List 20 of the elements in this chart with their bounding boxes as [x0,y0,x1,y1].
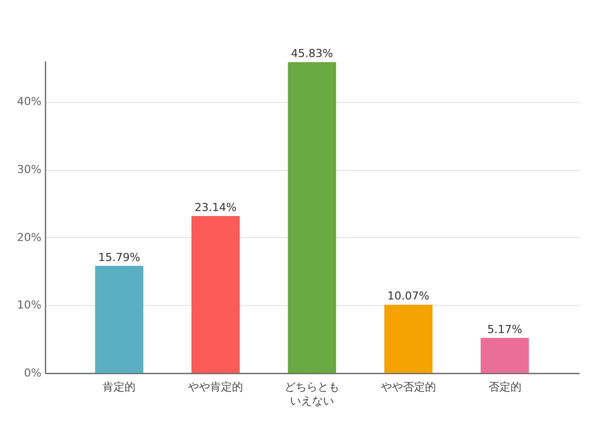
data-label: 45.83% [291,47,333,60]
bar [288,62,336,373]
data-label: 10.07% [387,290,430,303]
y-tick-label: 10% [17,298,42,312]
x-tick-label: やや否定的 [380,380,436,394]
y-tick-label: 40% [17,95,42,108]
y-tick-label: 30% [17,163,42,176]
x-tick-label: 肯定的 [102,380,136,394]
bar [192,216,240,373]
y-tick-label: 0% [24,366,42,380]
x-tick-label: どちらともいえない [284,380,340,408]
x-tick-label: 否定的 [488,380,522,394]
x-tick-label: やや肯定的 [188,380,244,394]
bar [384,304,432,373]
y-tick-label: 20% [17,230,42,244]
bar [480,338,529,373]
bar [95,266,144,373]
data-label: 23.14% [194,201,237,214]
data-label: 15.79% [98,250,140,264]
data-label: 5.17% [487,322,522,336]
